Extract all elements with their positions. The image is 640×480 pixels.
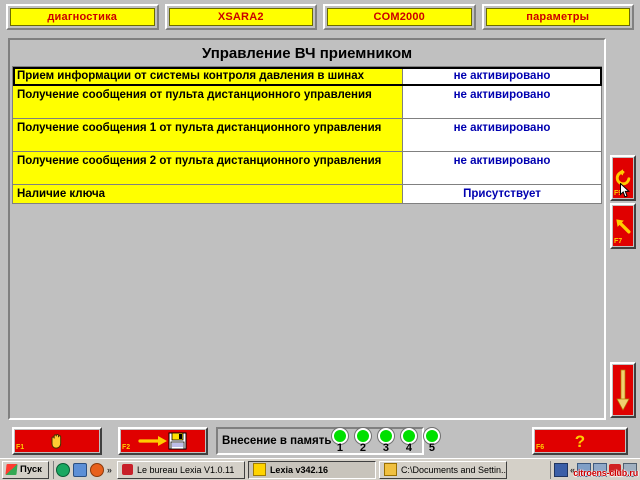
memory-led-2: 2 xyxy=(352,428,373,454)
display-icon[interactable] xyxy=(593,462,607,477)
taskbar-item-label: Le bureau Lexia V1.0.11 xyxy=(136,464,235,475)
start-button[interactable]: Пуск xyxy=(2,460,49,479)
row-label: Получение сообщения 1 от пульта дистанци… xyxy=(13,119,403,151)
table-row[interactable]: Прием информации от системы контроля дав… xyxy=(13,67,602,86)
up-button-fkey: F7 xyxy=(614,238,623,245)
up-button[interactable]: F7 xyxy=(610,203,636,249)
help-button[interactable]: ? F6 xyxy=(532,427,628,455)
memory-led-number: 4 xyxy=(405,442,412,454)
windows-flag-icon xyxy=(5,464,18,475)
row-value: Присутствует xyxy=(403,185,601,203)
page-title: Управление ВЧ приемником xyxy=(10,40,604,66)
function-toolbar: F1 F2 Внесен xyxy=(0,424,640,458)
row-value: не активировано xyxy=(403,152,601,184)
return-button[interactable]: F9 xyxy=(610,155,636,201)
memory-led-row: 1 2 3 4 5 xyxy=(329,428,442,454)
row-value: не активировано xyxy=(403,86,601,118)
tab-diagnostika-label: диагностика xyxy=(10,8,155,26)
help-button-fkey: F6 xyxy=(536,444,545,451)
row-label: Наличие ключа xyxy=(13,185,403,203)
table-row[interactable]: Наличие ключа Присутствует xyxy=(13,185,602,204)
memory-status-group: Внесение в память 1 2 3 4 xyxy=(216,427,440,455)
arrow-up-left-icon xyxy=(613,206,633,246)
show-desktop-icon[interactable] xyxy=(72,462,87,477)
scroll-down-button[interactable] xyxy=(610,362,636,418)
led-indicator-icon xyxy=(331,428,348,444)
table-row[interactable]: Получение сообщения 1 от пульта дистанци… xyxy=(13,119,602,152)
led-indicator-icon xyxy=(377,428,394,444)
language-indicator-icon[interactable] xyxy=(553,462,568,477)
help-icon: ? xyxy=(574,431,586,451)
main-panel: Управление ВЧ приемником Прием информаци… xyxy=(8,38,606,420)
taskbar-item-lexia[interactable]: Lexia v342.16 xyxy=(247,460,376,479)
stop-button[interactable]: F1 xyxy=(12,427,102,455)
table-row[interactable]: Получение сообщения 2 от пульта дистанци… xyxy=(13,152,602,185)
lexia-application-window: диагностика XSARA2 COM2000 параметры Упр… xyxy=(0,0,640,458)
tab-parametry[interactable]: параметры xyxy=(481,4,634,30)
memory-led-number: 5 xyxy=(428,442,435,454)
tab-com2000[interactable]: COM2000 xyxy=(323,4,476,30)
memory-led-5: 5 xyxy=(421,428,442,454)
row-label: Получение сообщения 2 от пульта дистанци… xyxy=(13,152,403,184)
folder-icon xyxy=(383,463,397,476)
tab-diagnostika[interactable]: диагностика xyxy=(6,4,159,30)
browser-icon[interactable] xyxy=(89,462,104,477)
led-indicator-icon xyxy=(354,428,371,444)
memory-led-number: 3 xyxy=(382,442,389,454)
taskbar-item-explorer[interactable]: C:\Documents and Settin... xyxy=(378,460,507,479)
system-tray: « citroens-club.ru xyxy=(549,460,640,479)
arrow-down-icon xyxy=(613,365,633,415)
lexia-bureau-icon xyxy=(121,464,133,475)
media-player-icon[interactable] xyxy=(55,462,70,477)
hand-icon xyxy=(15,430,99,452)
taskbar-item-le-bureau-lexia[interactable]: Le bureau Lexia V1.0.11 xyxy=(116,460,245,479)
taskbar-item-label: C:\Documents and Settin... xyxy=(400,464,507,475)
memory-led-4: 4 xyxy=(398,428,419,454)
volume-icon[interactable] xyxy=(623,462,637,477)
table-row[interactable]: Получение сообщения от пульта дистанцион… xyxy=(13,86,602,119)
breadcrumb-tabbar: диагностика XSARA2 COM2000 параметры xyxy=(0,0,640,34)
memory-led-number: 1 xyxy=(336,442,343,454)
start-button-label: Пуск xyxy=(20,464,42,475)
save-button[interactable]: F2 xyxy=(118,427,208,455)
row-label: Получение сообщения от пульта дистанцион… xyxy=(13,86,403,118)
row-label: Прием информации от системы контроля дав… xyxy=(13,67,403,85)
tray-expand-icon[interactable]: « xyxy=(569,464,575,475)
row-value: не активировано xyxy=(403,67,601,85)
tab-xsara2-label: XSARA2 xyxy=(168,8,313,26)
taskbar-item-label: Lexia v342.16 xyxy=(269,464,328,475)
overflow-chevron-icon[interactable]: » xyxy=(106,464,112,475)
return-button-fkey: F9 xyxy=(614,190,623,197)
led-indicator-icon xyxy=(423,428,440,444)
memory-status-label: Внесение в память xyxy=(222,435,332,447)
windows-taskbar: Пуск » Le bureau Lexia V1.0.11 Lexia v34… xyxy=(0,458,640,480)
undo-arrow-icon xyxy=(613,158,633,198)
save-button-fkey: F2 xyxy=(122,444,131,451)
tab-com2000-label: COM2000 xyxy=(327,8,472,26)
tab-xsara2[interactable]: XSARA2 xyxy=(164,4,317,30)
save-to-disk-icon xyxy=(121,430,205,452)
parameter-table: Прием информации от системы контроля дав… xyxy=(12,66,602,204)
antivirus-icon[interactable] xyxy=(609,463,621,476)
row-value: не активировано xyxy=(403,119,601,151)
memory-led-3: 3 xyxy=(375,428,396,454)
lexia-app-icon xyxy=(252,463,266,476)
quick-launch-bar: » xyxy=(52,460,114,479)
stop-button-fkey: F1 xyxy=(16,444,25,451)
memory-led-1: 1 xyxy=(329,428,350,454)
tab-parametry-label: параметры xyxy=(485,8,630,26)
memory-led-number: 2 xyxy=(359,442,366,454)
led-indicator-icon xyxy=(400,428,417,444)
network-icon[interactable] xyxy=(577,462,591,477)
